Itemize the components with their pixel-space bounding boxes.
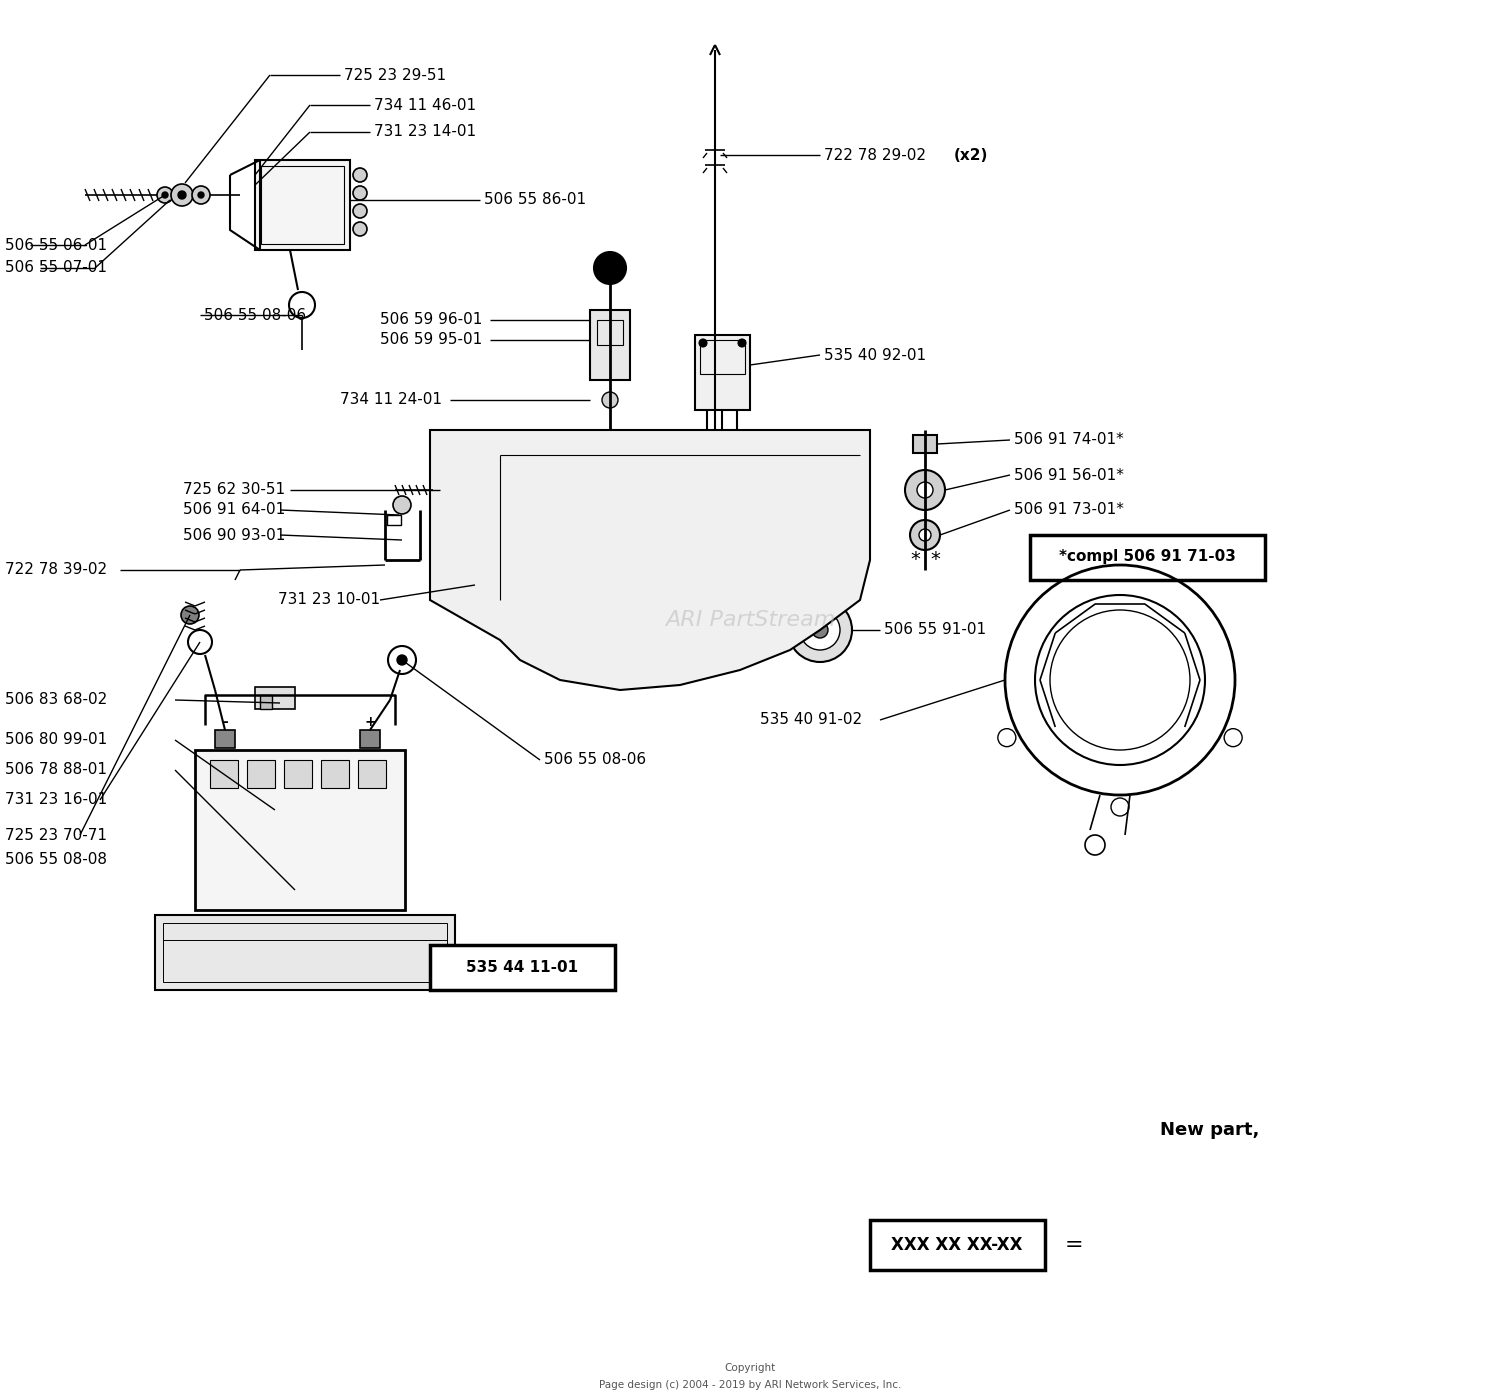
Text: 731 23 10-01: 731 23 10-01 — [278, 592, 380, 608]
Circle shape — [430, 482, 448, 498]
Text: *: * — [930, 550, 940, 570]
Text: *compl 506 91 71-03: *compl 506 91 71-03 — [1059, 549, 1236, 564]
Text: 506 80 99-01: 506 80 99-01 — [4, 732, 108, 748]
Circle shape — [192, 186, 210, 204]
Bar — [870, 1219, 1046, 1270]
Circle shape — [162, 192, 168, 197]
Bar — [914, 435, 938, 454]
Text: 734 11 24-01: 734 11 24-01 — [340, 392, 442, 407]
Bar — [210, 760, 238, 788]
Circle shape — [171, 183, 194, 206]
Text: =: = — [1065, 1235, 1083, 1254]
Text: 506 91 56-01*: 506 91 56-01* — [1014, 468, 1124, 483]
Text: ARI PartStream: ARI PartStream — [664, 610, 836, 630]
Circle shape — [812, 622, 828, 638]
Text: 506 55 86-01: 506 55 86-01 — [484, 192, 586, 207]
Bar — [214, 729, 236, 748]
Text: 506 55 08-06: 506 55 08-06 — [204, 308, 306, 322]
Circle shape — [920, 529, 932, 540]
Circle shape — [352, 186, 368, 200]
Bar — [321, 760, 350, 788]
Text: 535 40 92-01: 535 40 92-01 — [824, 347, 926, 363]
Bar — [284, 760, 312, 788]
Text: 725 62 30-51: 725 62 30-51 — [183, 483, 285, 497]
Bar — [260, 694, 272, 708]
Text: 725 23 29-51: 725 23 29-51 — [344, 67, 446, 83]
Bar — [360, 729, 380, 748]
Text: 506 55 08-08: 506 55 08-08 — [4, 853, 106, 868]
Text: 535 40 91-02: 535 40 91-02 — [760, 713, 862, 728]
Text: 506 83 68-02: 506 83 68-02 — [4, 693, 108, 707]
Circle shape — [158, 188, 172, 203]
Text: 734 11 46-01: 734 11 46-01 — [374, 98, 476, 112]
Circle shape — [398, 655, 406, 665]
Circle shape — [182, 606, 200, 624]
Polygon shape — [430, 430, 870, 690]
Text: 506 59 96-01: 506 59 96-01 — [380, 312, 483, 328]
Text: 731 23 14-01: 731 23 14-01 — [374, 125, 476, 140]
Text: 506 91 64-01: 506 91 64-01 — [183, 503, 285, 518]
Circle shape — [393, 496, 411, 514]
Circle shape — [178, 190, 186, 199]
Text: 722 78 29-02: 722 78 29-02 — [824, 147, 932, 162]
Bar — [195, 750, 405, 910]
Bar — [358, 760, 386, 788]
Circle shape — [788, 598, 852, 662]
Circle shape — [198, 192, 204, 197]
Text: 506 78 88-01: 506 78 88-01 — [4, 763, 106, 777]
Bar — [255, 160, 350, 251]
Circle shape — [904, 470, 945, 510]
Bar — [430, 945, 615, 990]
Circle shape — [910, 519, 940, 550]
Circle shape — [602, 392, 618, 407]
Circle shape — [352, 168, 368, 182]
Text: 535 44 11-01: 535 44 11-01 — [466, 959, 578, 974]
Text: New part,: New part, — [1160, 1121, 1260, 1140]
Circle shape — [594, 252, 626, 284]
Text: 506 55 07-01: 506 55 07-01 — [4, 260, 106, 276]
Bar — [387, 515, 400, 525]
Bar — [1030, 535, 1264, 580]
Circle shape — [352, 223, 368, 237]
Circle shape — [352, 204, 368, 218]
Text: *: * — [910, 550, 920, 570]
Text: 506 55 91-01: 506 55 91-01 — [884, 623, 986, 637]
Bar — [164, 923, 447, 981]
Bar — [694, 335, 750, 410]
Bar — [248, 760, 274, 788]
Text: 731 23 16-01: 731 23 16-01 — [4, 792, 108, 808]
Circle shape — [471, 581, 478, 589]
Text: XXX XX XX-XX: XXX XX XX-XX — [891, 1236, 1023, 1254]
Circle shape — [699, 339, 706, 347]
Bar — [154, 916, 454, 990]
Bar — [700, 340, 746, 374]
Text: 506 90 93-01: 506 90 93-01 — [183, 528, 285, 542]
Text: Copyright: Copyright — [724, 1364, 776, 1373]
Text: 506 91 74-01*: 506 91 74-01* — [1014, 433, 1124, 448]
Text: 506 55 06-01: 506 55 06-01 — [4, 238, 106, 252]
Circle shape — [800, 610, 840, 650]
Circle shape — [738, 339, 746, 347]
Text: 506 59 95-01: 506 59 95-01 — [380, 333, 483, 347]
Bar — [590, 309, 630, 379]
Text: 506 55 08-06: 506 55 08-06 — [544, 753, 646, 767]
Text: (x2): (x2) — [954, 147, 988, 162]
Text: 725 23 70-71: 725 23 70-71 — [4, 827, 106, 843]
Circle shape — [916, 482, 933, 498]
Text: 506 91 73-01*: 506 91 73-01* — [1014, 503, 1124, 518]
Text: +: + — [364, 715, 376, 729]
Bar — [597, 321, 622, 344]
Text: 722 78 39-02: 722 78 39-02 — [4, 563, 106, 577]
Text: Page design (c) 2004 - 2019 by ARI Network Services, Inc.: Page design (c) 2004 - 2019 by ARI Netwo… — [598, 1380, 902, 1390]
Text: -: - — [222, 715, 228, 729]
Bar — [255, 687, 296, 708]
Bar — [261, 167, 344, 244]
